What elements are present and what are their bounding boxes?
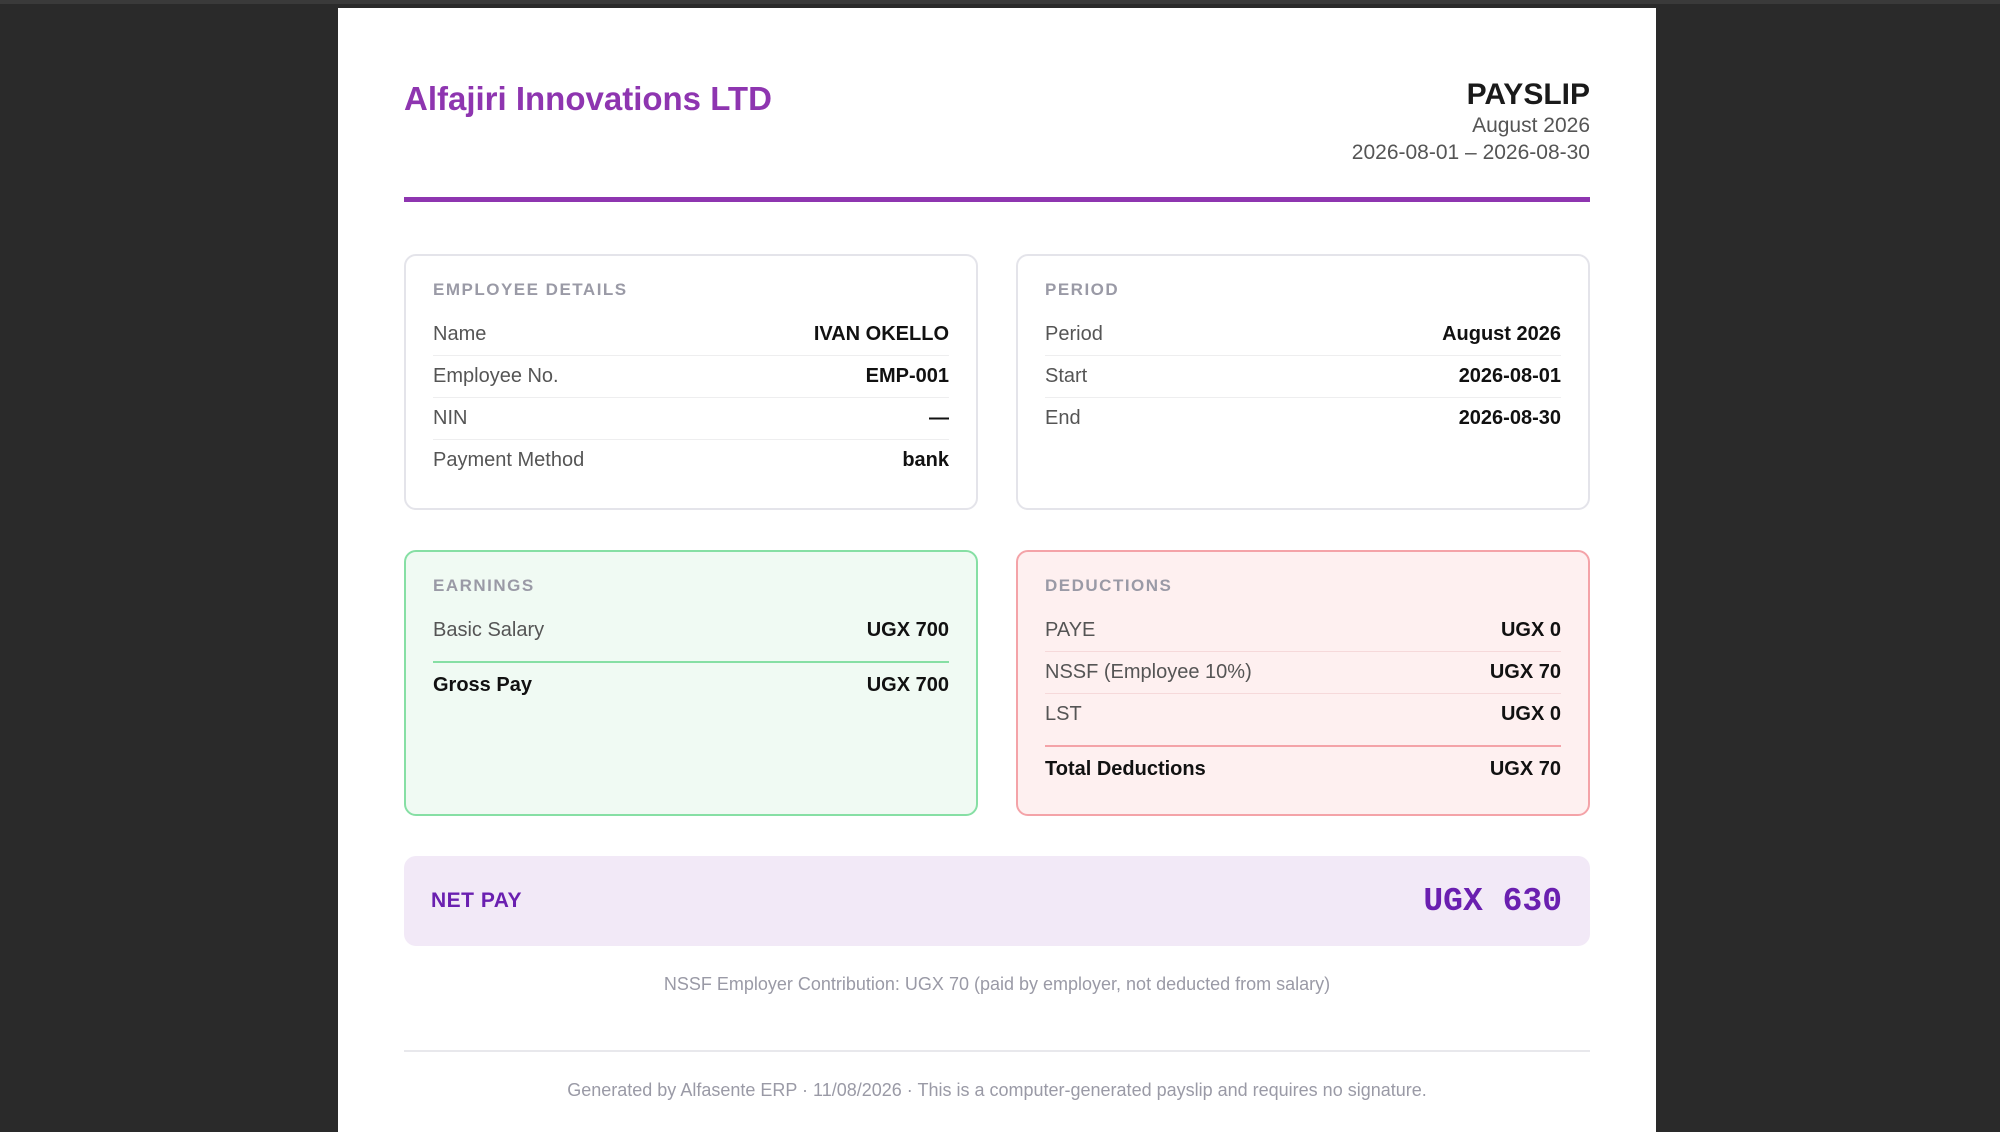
money-cards: EARNINGS Basic Salary UGX 700 Gross Pay … (404, 550, 1590, 816)
period-row-period: Period August 2026 (1045, 314, 1561, 356)
row-label: NSSF (Employee 10%) (1045, 661, 1252, 683)
row-label: Basic Salary (433, 619, 545, 641)
row-value: bank (902, 449, 949, 471)
net-pay-label: NET PAY (431, 889, 523, 912)
deductions-row-lst: LST UGX 0 (1045, 694, 1561, 735)
row-label: Period (1045, 323, 1103, 345)
row-value: 2026-08-30 (1458, 407, 1561, 429)
row-value: UGX 0 (1500, 619, 1561, 641)
company-name: Alfajiri Innovations LTD (404, 80, 772, 117)
payslip-header: Alfajiri Innovations LTD PAYSLIP August … (404, 8, 1590, 202)
employee-details-heading: EMPLOYEE DETAILS (433, 280, 628, 299)
gross-pay-label: Gross Pay (433, 673, 532, 696)
row-label: Employee No. (433, 365, 559, 387)
employee-row-nin: NIN — (433, 398, 949, 440)
payslip-meta: PAYSLIP August 2026 2026-08-01 – 2026-08… (1352, 78, 1590, 166)
row-label: Name (433, 323, 487, 345)
row-value: — (929, 407, 949, 429)
row-value: 2026-08-01 (1458, 365, 1561, 387)
row-label: LST (1045, 703, 1082, 725)
row-label: Start (1045, 365, 1088, 387)
net-pay-banner: NET PAY UGX 630 (404, 856, 1590, 946)
row-value: UGX 0 (1500, 703, 1561, 725)
total-deductions-label: Total Deductions (1045, 757, 1206, 780)
row-label: Payment Method (433, 449, 585, 471)
deductions-heading: DEDUCTIONS (1045, 576, 1173, 595)
earnings-card: EARNINGS Basic Salary UGX 700 Gross Pay … (404, 550, 978, 816)
row-value: UGX 700 (866, 619, 949, 641)
employee-row-payment-method: Payment Method bank (433, 440, 949, 481)
net-pay-amount: UGX 630 (1423, 882, 1562, 920)
payslip-title: PAYSLIP (1466, 78, 1590, 111)
deductions-row-nssf: NSSF (Employee 10%) UGX 70 (1045, 652, 1561, 694)
row-label: End (1045, 407, 1081, 429)
payslip-month: August 2026 (1472, 114, 1590, 137)
employer-contribution-note: NSSF Employer Contribution: UGX 70 (paid… (663, 974, 1331, 994)
period-heading: PERIOD (1045, 280, 1120, 299)
row-label: PAYE (1045, 619, 1096, 641)
deductions-row-paye: PAYE UGX 0 (1045, 610, 1561, 652)
total-deductions-row: Total Deductions UGX 70 (1045, 745, 1561, 791)
row-value: UGX 70 (1489, 661, 1561, 683)
gross-pay-row: Gross Pay UGX 700 (433, 661, 949, 707)
row-value: EMP-001 (865, 365, 949, 387)
gross-pay-value: UGX 700 (866, 673, 949, 696)
total-deductions-value: UGX 70 (1489, 757, 1561, 780)
employee-row-number: Employee No. EMP-001 (433, 356, 949, 398)
period-row-start: Start 2026-08-01 (1045, 356, 1561, 398)
row-value: August 2026 (1442, 323, 1561, 345)
period-row-end: End 2026-08-30 (1045, 398, 1561, 439)
earnings-heading: EARNINGS (433, 576, 535, 595)
payslip-date-range: 2026-08-01 – 2026-08-30 (1351, 141, 1590, 164)
row-label: NIN (433, 407, 468, 429)
deductions-card: DEDUCTIONS PAYE UGX 0 NSSF (Employee 10%… (1016, 550, 1590, 816)
employee-row-name: Name IVAN OKELLO (433, 314, 949, 356)
payslip-footer: Generated by Alfasente ERP · 11/08/2026 … (404, 1050, 1590, 1102)
period-card: PERIOD Period August 2026 Start 2026-08-… (1016, 254, 1590, 510)
earnings-row-basic-salary: Basic Salary UGX 700 (433, 610, 949, 651)
row-value: IVAN OKELLO (813, 323, 949, 345)
employee-details-card: EMPLOYEE DETAILS Name IVAN OKELLO Employ… (404, 254, 978, 510)
info-cards: EMPLOYEE DETAILS Name IVAN OKELLO Employ… (404, 254, 1590, 510)
payslip-page: Alfajiri Innovations LTD PAYSLIP August … (338, 8, 1656, 1132)
